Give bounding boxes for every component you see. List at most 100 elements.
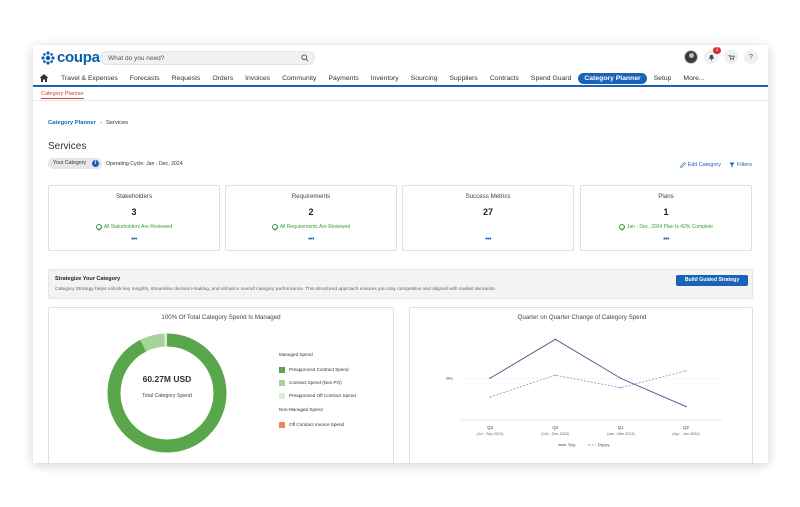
help-icon: ? [749,53,753,61]
legend-label-you[interactable]: You [568,443,576,448]
data-point-peers[interactable] [554,374,557,376]
page-actions: Edit Category Filters [679,162,752,168]
donut-segment-preapproved-contract[interactable] [107,333,227,453]
subtab-category-planner[interactable]: Category Planner [41,91,84,99]
legend-swatch [279,421,285,428]
global-search[interactable] [100,51,315,65]
breadcrumb: Category Planner › Services [48,120,128,126]
nav-item-orders[interactable]: Orders [212,74,234,82]
nav-item-inventory[interactable]: Inventory [370,74,399,82]
info-icon[interactable]: i [91,160,99,167]
nav-item-sourcing[interactable]: Sourcing [410,74,438,82]
data-point-you[interactable] [489,377,491,379]
legend-non-managed-header: Non-Managed Spend [279,407,323,412]
logo-text: coupa [57,49,100,66]
data-point-peers[interactable] [489,396,491,398]
legend-swatch [279,366,285,373]
breadcrumb-separator: › [100,120,102,126]
x-tick-label: Q3 [487,425,493,430]
data-point-you[interactable] [554,338,557,341]
edit-category-button[interactable]: Edit Category [679,162,722,168]
build-guided-strategy-button[interactable]: Build Guided Strategy [676,275,748,286]
success-metrics-card[interactable]: Success Metrics 27 ••• [402,185,574,251]
legend-item[interactable]: Preapproved Off Contract Spend [279,389,356,402]
nav-item-spend-guard[interactable]: Spend Guard [530,74,572,82]
nav-item-contracts[interactable]: Contracts [489,74,519,82]
more-options-icon[interactable]: ••• [308,236,314,243]
card-status-text: All Stakeholders Are Reviewed [103,224,173,230]
legend-label: Preapproved Contract Spend [289,367,349,372]
nav-item-forecasts[interactable]: Forecasts [129,74,160,82]
more-options-icon[interactable]: ••• [131,236,137,243]
pencil-icon [679,162,686,168]
legend-label: Off Contract Invoice Spend [289,422,345,427]
nav-item-suppliers[interactable]: Suppliers [449,74,478,82]
nav-item-requests[interactable]: Requests [171,74,201,82]
more-options-icon[interactable]: ••• [663,236,669,243]
nav-item-category-planner[interactable]: Category Planner [578,72,647,84]
legend-item[interactable]: Contract Spend (Non PO) [279,376,356,389]
top-bar: coupa 1 ? [33,45,768,71]
breadcrumb-current: Services [105,120,129,126]
data-point-peers[interactable] [685,370,687,372]
edit-category-label: Edit Category [687,162,722,168]
nav-item-invoices[interactable]: Invoices [245,74,271,82]
x-tick-range-label: (Apr - Jun 2024) [672,432,700,436]
user-avatar[interactable] [684,50,698,64]
plans-card[interactable]: Plans 1 Jan - Dec, 2024 Plan Is 42% Comp… [580,185,752,251]
bell-icon [708,54,714,61]
header-actions: 1 ? [684,47,758,64]
series-line-you[interactable] [489,338,687,407]
filters-button[interactable]: Filters [729,162,752,168]
your-category-pill[interactable]: Your Category i [48,158,102,169]
nav-item-payments[interactable]: Payments [328,74,359,82]
legend-item[interactable]: Preapproved Contract Spend [279,363,356,376]
legend-managed-header: Managed Spend [279,352,313,357]
card-value: 2 [308,207,314,217]
nav-item-setup[interactable]: Setup [653,74,672,82]
nav-item-travel-expenses[interactable]: Travel & Expenses [61,74,118,82]
card-value: 3 [131,207,137,217]
card-value: 1 [663,207,669,217]
filter-icon [729,162,735,168]
strategize-description: Category Strategy helps unlock key insig… [55,287,496,292]
x-tick-label: Q4 [552,425,558,430]
nav-item-community[interactable]: Community [282,74,317,82]
card-title: Stakeholders [115,193,153,200]
cart-button[interactable] [724,50,738,64]
card-title: Requirements [291,193,331,200]
donut-legend: Managed Spend Preapproved Contract Spend… [279,351,356,431]
legend-item[interactable]: Off Contract Invoice Spend [279,418,356,431]
check-circle-icon [95,224,102,230]
home-icon[interactable] [39,73,49,83]
data-point-you[interactable] [619,377,622,379]
card-title: Plans [658,193,674,200]
coupa-logo[interactable]: coupa [41,49,100,66]
legend-swatch [279,379,285,386]
stakeholders-card[interactable]: Stakeholders 3 All Stakeholders Are Revi… [48,185,220,251]
help-button[interactable]: ? [744,50,758,64]
panel-title: 100% Of Total Category Spend Is Managed [161,314,281,321]
divider [33,100,768,101]
coupa-logo-icon [41,51,55,65]
search-input[interactable] [108,53,293,63]
card-title: Success Metrics [465,193,511,200]
legend-swatch [279,392,285,399]
notifications-button[interactable]: 1 [704,47,721,64]
legend-label: Preapproved Off Contract Spend [289,393,356,398]
strategize-title: Strategize Your Category [55,276,121,282]
card-status: Jan - Dec, 2024 Plan Is 42% Complete [581,224,751,230]
more-options-icon[interactable]: ••• [485,236,491,243]
data-point-peers[interactable] [619,387,622,389]
search-icon[interactable] [301,54,309,62]
data-point-you[interactable] [685,405,687,408]
donut-center-value: 60.27M USD [142,374,192,384]
main-nav: Travel & Expenses Forecasts Requests Orders… [33,71,768,87]
requirements-card[interactable]: Requirements 2 All Requirements Are Revi… [225,185,397,251]
breadcrumb-parent-link[interactable]: Category Planner [48,120,96,126]
nav-item-more[interactable]: More... [683,74,705,82]
legend-label-peers[interactable]: Peers [598,443,610,448]
card-status: All Requirements Are Reviewed [226,224,396,230]
strategize-banner: Strategize Your Category Category Strate… [48,269,753,299]
series-line-peers[interactable] [489,370,687,398]
